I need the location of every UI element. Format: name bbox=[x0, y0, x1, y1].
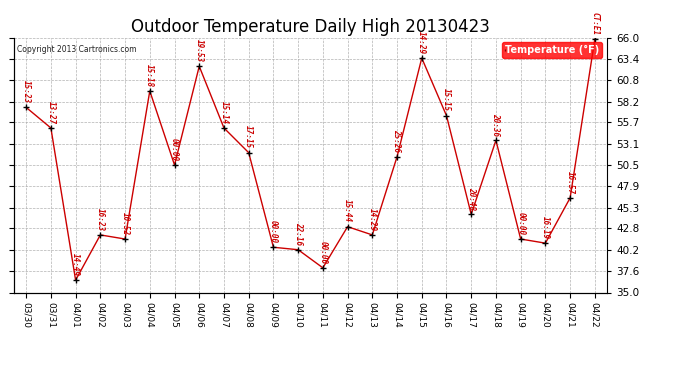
Text: 10:52: 10:52 bbox=[121, 212, 130, 235]
Text: 15:44: 15:44 bbox=[343, 200, 352, 222]
Text: 15:23: 15:23 bbox=[21, 80, 30, 103]
Text: 00:00: 00:00 bbox=[318, 240, 327, 264]
Text: 00:00: 00:00 bbox=[170, 138, 179, 161]
Text: CT:E1: CT:E1 bbox=[591, 12, 600, 35]
Text: 19:53: 19:53 bbox=[195, 39, 204, 62]
Text: 15:18: 15:18 bbox=[146, 64, 155, 87]
Text: 14:29: 14:29 bbox=[368, 208, 377, 231]
Text: 14:49: 14:49 bbox=[71, 253, 80, 276]
Legend: Temperature (°F): Temperature (°F) bbox=[502, 42, 602, 58]
Text: 00:00: 00:00 bbox=[269, 220, 278, 243]
Text: 15:15: 15:15 bbox=[442, 88, 451, 111]
Text: 14:29: 14:29 bbox=[417, 31, 426, 54]
Text: 13:27: 13:27 bbox=[46, 101, 55, 124]
Text: 16:23: 16:23 bbox=[96, 208, 105, 231]
Title: Outdoor Temperature Daily High 20130423: Outdoor Temperature Daily High 20130423 bbox=[131, 18, 490, 36]
Text: 16:19: 16:19 bbox=[541, 216, 550, 239]
Text: 16:57: 16:57 bbox=[566, 171, 575, 194]
Text: 20:48: 20:48 bbox=[466, 187, 475, 210]
Text: 00:00: 00:00 bbox=[516, 212, 525, 235]
Text: 20:36: 20:36 bbox=[491, 113, 500, 136]
Text: 22:16: 22:16 bbox=[294, 222, 303, 246]
Text: 17:15: 17:15 bbox=[244, 125, 253, 148]
Text: Copyright 2013 Cartronics.com: Copyright 2013 Cartronics.com bbox=[17, 45, 136, 54]
Text: 15:14: 15:14 bbox=[219, 101, 228, 124]
Text: 25:26: 25:26 bbox=[393, 129, 402, 153]
